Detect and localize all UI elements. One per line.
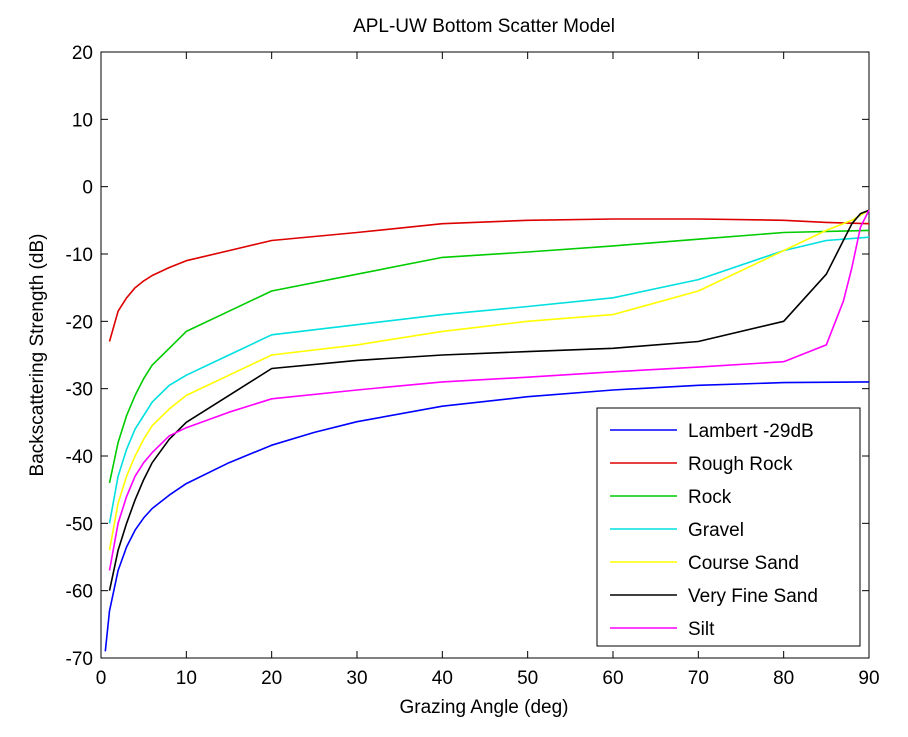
x-axis: 0 10 20 30 40 50 60 70 80 90 (96, 52, 880, 689)
legend: Lambert -29dB Rough Rock Rock Gravel Course … (596, 407, 861, 647)
legend-label-silt: Silt (688, 619, 715, 640)
y-tick-label: -70 (66, 649, 93, 670)
legend-label-gravel: Gravel (688, 520, 744, 541)
legend-label-lambert-29db: Lambert -29dB (688, 421, 814, 442)
legend-label-rock: Rock (688, 487, 732, 508)
y-tick-label: 20 (72, 43, 93, 64)
series-lines (104, 209, 870, 652)
chart-title: APL-UW Bottom Scatter Model (353, 16, 615, 37)
x-tick-label: 90 (858, 668, 879, 689)
y-tick-label: 0 (82, 178, 93, 199)
y-tick-label: -10 (66, 245, 93, 266)
x-tick-label: 50 (517, 668, 538, 689)
x-tick-label: 60 (602, 668, 623, 689)
series-line-gravel (108, 236, 870, 524)
x-tick-label: 80 (773, 668, 794, 689)
x-tick-label: 30 (346, 668, 367, 689)
legend-label-rough-rock: Rough Rock (688, 454, 793, 475)
y-tick-label: -20 (66, 312, 93, 333)
x-tick-label: 40 (432, 668, 453, 689)
y-tick-label: 10 (72, 110, 93, 131)
series-line-lambert-29db (104, 381, 870, 652)
x-tick-label: 0 (96, 668, 107, 689)
legend-box (596, 407, 861, 647)
legend-label-course-sand: Course Sand (688, 553, 799, 574)
series-line-rock (108, 229, 870, 484)
y-tick-label: -30 (66, 380, 93, 401)
y-axis: 20 10 0 -10 -20 -30 -40 -50 -60 -70 (66, 43, 869, 670)
y-axis-title: Backscattering Strength (dB) (27, 234, 48, 477)
series-line-course-sand (108, 209, 870, 551)
y-tick-label: -60 (66, 582, 93, 603)
x-tick-label: 70 (688, 668, 709, 689)
series-line-rough-rock (108, 218, 870, 342)
x-tick-label: 20 (261, 668, 282, 689)
y-tick-label: -40 (66, 447, 93, 468)
x-axis-title: Grazing Angle (deg) (400, 697, 569, 718)
x-tick-label: 10 (176, 668, 197, 689)
series-line-silt (108, 209, 870, 571)
y-tick-label: -50 (66, 514, 93, 535)
series-line-very-fine-sand (108, 209, 870, 591)
legend-label-very-fine-sand: Very Fine Sand (688, 586, 818, 607)
